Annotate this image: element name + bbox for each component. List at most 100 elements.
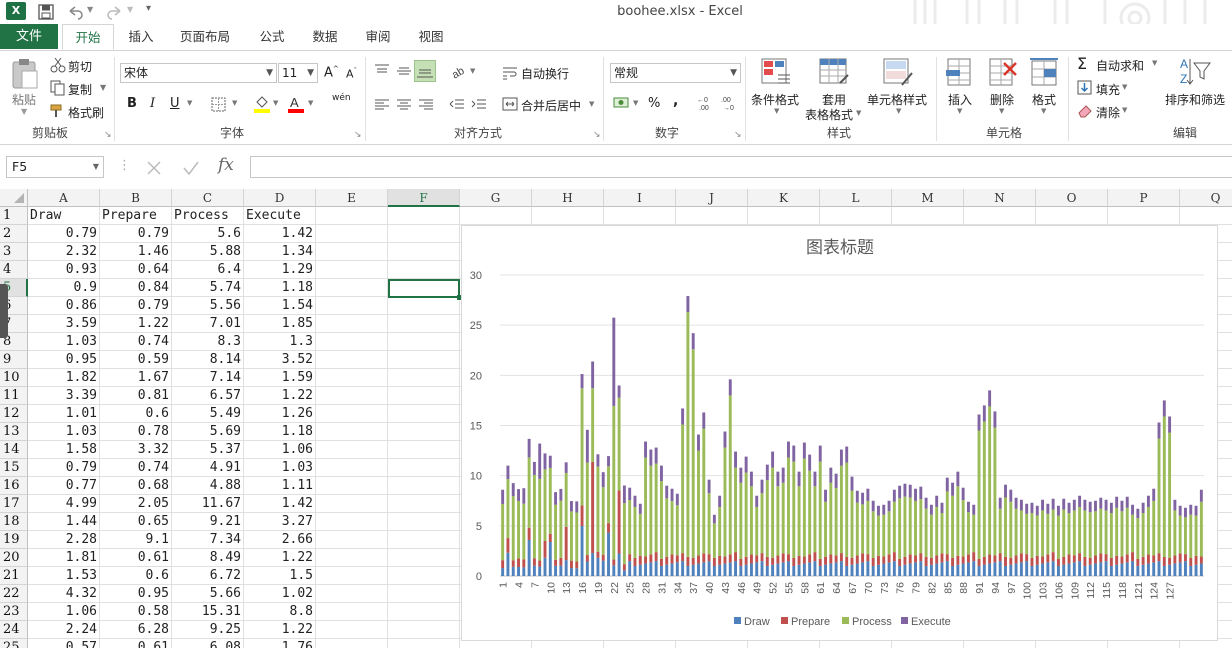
bar-segment-process[interactable] [511,496,515,561]
bar-segment-prepare[interactable] [517,558,520,567]
cell[interactable]: 7.14 [172,369,244,387]
bar-segment-prepare[interactable] [765,556,769,566]
bar-segment-prepare[interactable] [591,461,595,554]
bar-segment-prepare[interactable] [559,557,563,566]
cell[interactable]: 0.79 [100,297,172,315]
bar-segment-draw[interactable] [1056,565,1060,576]
bar-segment-execute[interactable] [707,479,711,494]
bar-segment-draw[interactable] [935,563,939,576]
bar-segment-draw[interactable] [681,561,685,576]
bar-segment-process[interactable] [517,500,520,559]
bar-segment-execute[interactable] [808,454,812,471]
bar-segment-prepare[interactable] [929,557,933,565]
cell[interactable]: 8.49 [172,549,244,567]
bar-segment-prepare[interactable] [961,556,965,564]
conditional-formatting-icon[interactable] [760,57,792,89]
cell[interactable] [676,639,748,648]
bar-segment-process[interactable] [718,506,722,556]
bar-segment-draw[interactable] [1178,562,1182,576]
bar-segment-execute[interactable] [972,504,976,515]
bar-segment-draw[interactable] [712,565,716,576]
merge-center-icon[interactable] [502,96,518,112]
cell[interactable]: 2.66 [244,531,316,549]
bar-segment-execute[interactable] [834,473,838,488]
wrap-text-icon[interactable] [502,65,518,81]
bar-segment-process[interactable] [1115,507,1119,556]
underline-button[interactable]: U [170,96,180,111]
format-painter-label[interactable]: 格式刷 [68,106,105,120]
font-launcher-icon[interactable]: ↘ [354,130,362,140]
bar-segment-execute[interactable] [1109,502,1113,514]
cell[interactable]: Draw [28,207,100,225]
bar-segment-draw[interactable] [1162,565,1166,576]
delete-dropdown-icon[interactable]: ▼ [999,107,1005,115]
grow-font-icon[interactable]: A^ [324,65,339,81]
bar-segment-draw[interactable] [548,541,552,576]
bar-segment-draw[interactable] [601,560,605,576]
bar-segment-draw[interactable] [1199,563,1203,576]
bar-segment-prepare[interactable] [538,560,542,567]
bar-segment-prepare[interactable] [935,555,939,564]
bar-segment-draw[interactable] [993,562,997,576]
redo-dropdown-icon[interactable]: ▼ [127,5,134,14]
bar-segment-prepare[interactable] [734,552,737,562]
bar-segment-draw[interactable] [1189,565,1193,576]
cell[interactable]: 5.37 [172,441,244,459]
cell[interactable] [892,207,964,225]
cell[interactable]: 6.28 [100,621,172,639]
bar-segment-draw[interactable] [892,561,896,576]
bar-segment-execute[interactable] [570,501,573,512]
bar-segment-prepare[interactable] [675,555,679,563]
cell[interactable]: 5.74 [172,279,244,297]
cell[interactable] [316,369,388,387]
bar-segment-prepare[interactable] [1141,556,1145,565]
column-header-l[interactable]: L [820,189,892,207]
cut-label[interactable]: 剪切 [68,60,93,74]
bar-segment-draw[interactable] [1157,561,1161,576]
bar-segment-process[interactable] [956,486,960,556]
bar-segment-execute[interactable] [1162,400,1166,417]
bar-segment-execute[interactable] [1173,499,1177,511]
cell[interactable]: 1.42 [244,225,316,243]
cell[interactable]: 1.02 [244,585,316,603]
bar-segment-execute[interactable] [659,465,663,482]
bar-segment-execute[interactable] [1152,488,1156,501]
bar-segment-execute[interactable] [686,296,690,313]
bar-segment-draw[interactable] [1152,562,1156,576]
bar-segment-draw[interactable] [792,565,796,576]
cell[interactable] [388,387,460,405]
bar-segment-process[interactable] [1141,513,1145,557]
bar-segment-process[interactable] [659,481,663,559]
cell[interactable]: Process [172,207,244,225]
bar-segment-execute[interactable] [617,385,621,398]
bar-segment-process[interactable] [1109,513,1113,558]
bar-segment-process[interactable] [1131,514,1134,553]
paste-dropdown-icon[interactable]: ▼ [21,107,28,116]
cell[interactable] [316,297,388,315]
bar-segment-draw[interactable] [1136,565,1140,576]
column-header-g[interactable]: G [460,189,532,207]
customize-toolbar-icon[interactable]: ▾ [146,3,152,14]
increase-indent-icon[interactable] [471,97,487,113]
bar-segment-draw[interactable] [564,560,568,576]
bar-segment-process[interactable] [1136,518,1140,559]
bar-segment-draw[interactable] [887,562,891,576]
bar-segment-draw[interactable] [675,562,679,576]
bar-segment-prepare[interactable] [1120,556,1124,564]
bar-segment-process[interactable] [1019,510,1023,554]
bar-segment-process[interactable] [681,424,685,554]
bar-segment-process[interactable] [1083,510,1087,557]
cell[interactable]: 6.08 [172,639,244,648]
cell[interactable] [388,333,460,351]
bar-segment-draw[interactable] [982,564,986,576]
cell[interactable]: 1.53 [28,567,100,585]
paste-icon[interactable] [10,57,40,91]
cell[interactable]: 9.21 [172,513,244,531]
bar-segment-execute[interactable] [1120,500,1124,512]
clear-dropdown-icon[interactable]: ▼ [1122,106,1128,114]
percent-button[interactable]: % [648,96,661,111]
bar-segment-draw[interactable] [511,566,515,576]
bar-segment-draw[interactable] [1025,561,1029,576]
bar-segment-draw[interactable] [1173,563,1177,576]
bar-segment-draw[interactable] [951,565,955,576]
